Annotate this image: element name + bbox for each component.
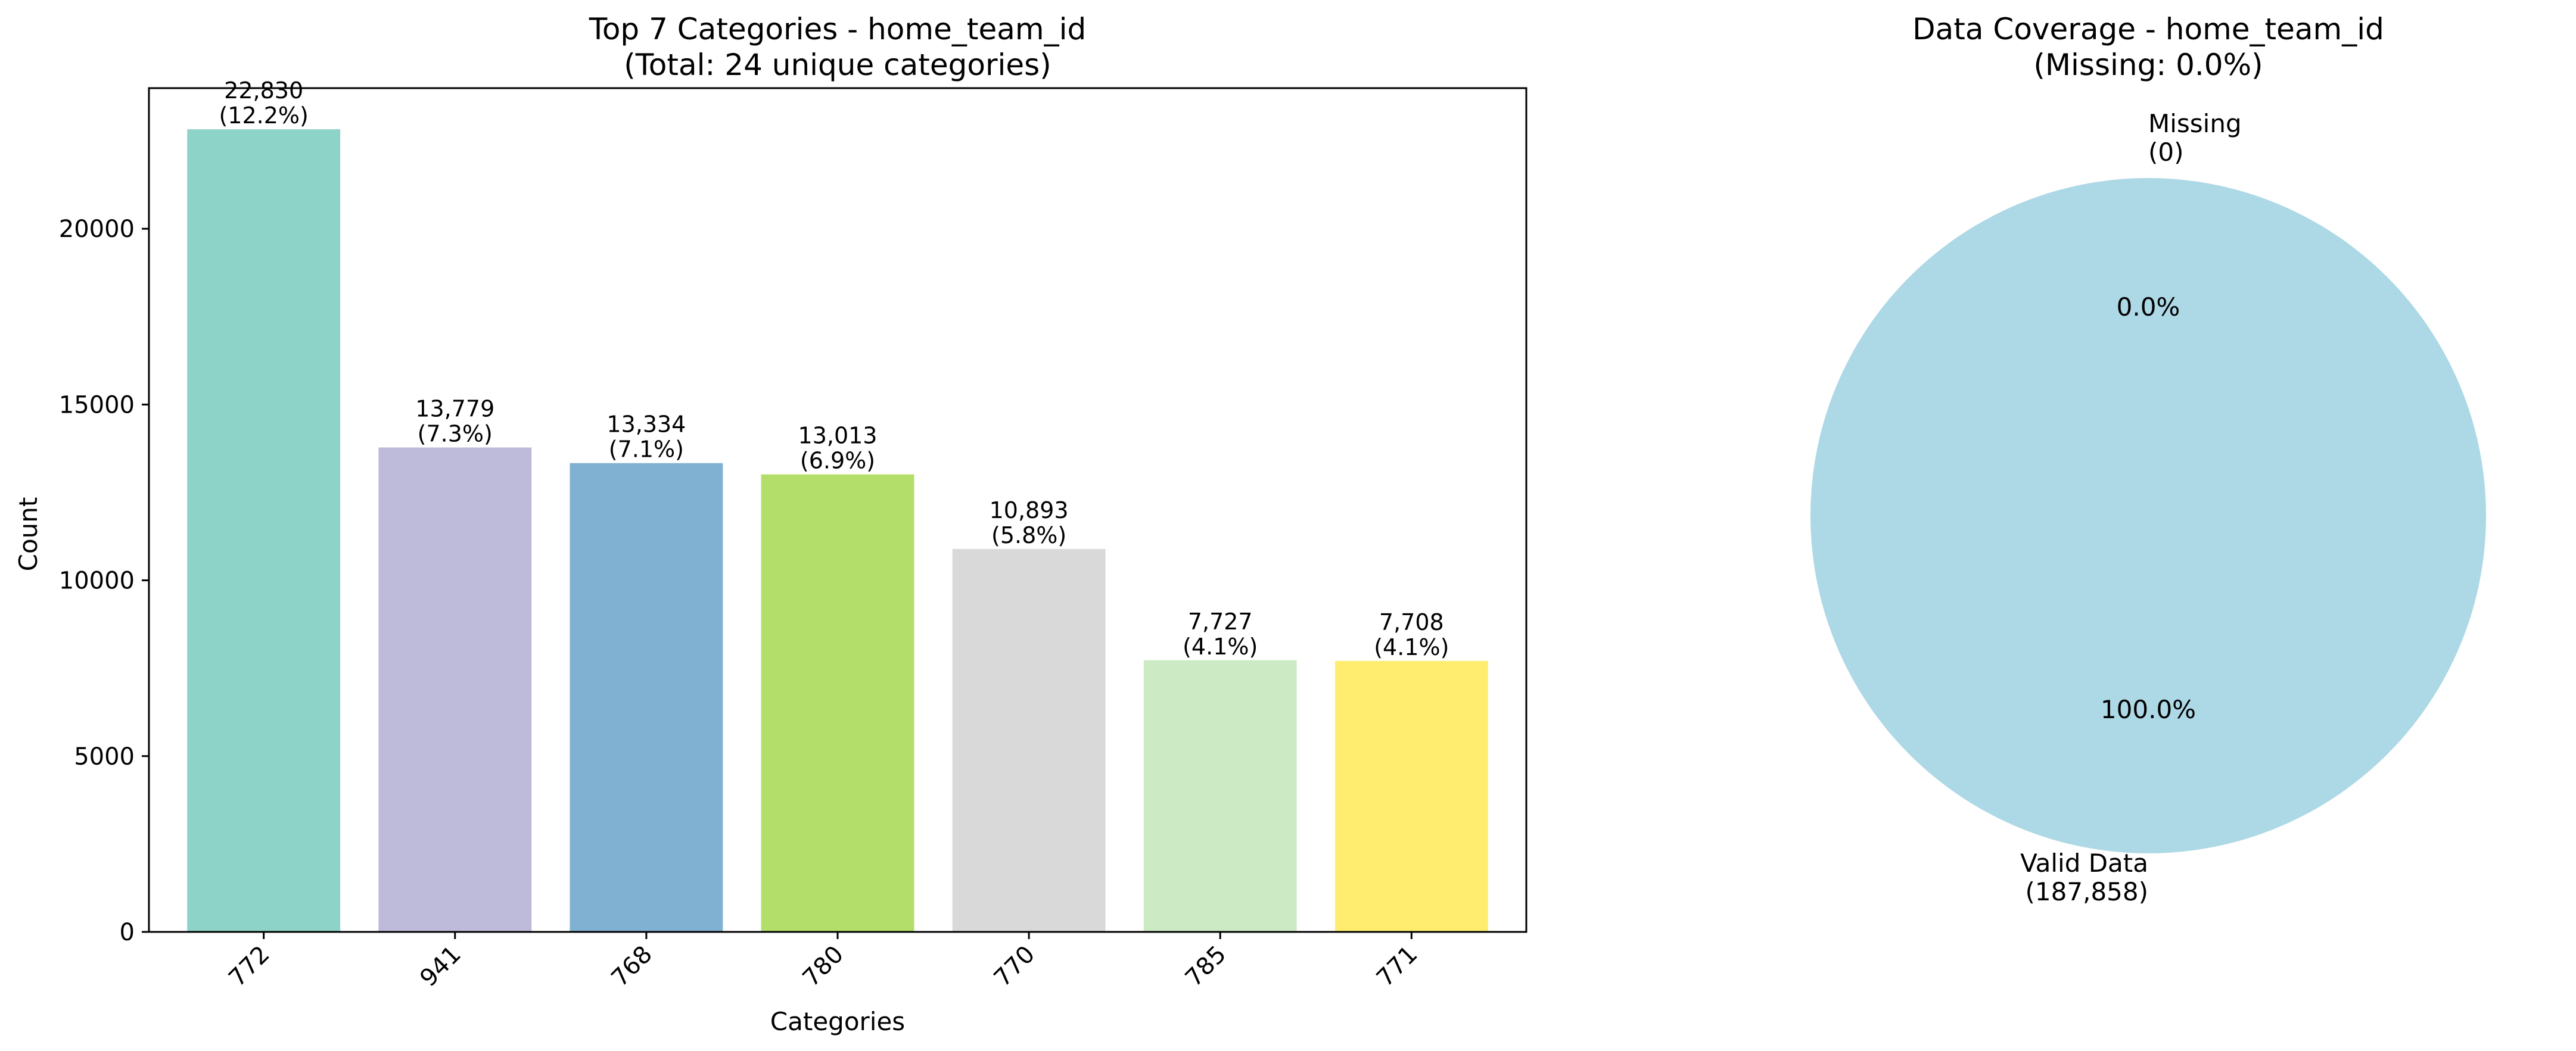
bar-pct-label: (7.1%) (609, 436, 684, 463)
y-axis-ticks: 0 5000 10000 15000 20000 (59, 216, 149, 946)
bar-pct-label: (12.2%) (219, 102, 308, 129)
pie-chart-panel: Data Coverage - home_team_id (Missing: 0… (1810, 12, 2486, 906)
bar-pct-label: (7.3%) (418, 420, 493, 447)
bar-data-labels: 22,830(12.2%) 13,779(7.3%) 13,334(7.1%) 13,… (219, 77, 1449, 660)
bar-771 (1334, 660, 1488, 932)
x-tick-label: 770 (989, 941, 1041, 993)
missing-slice-label: Missing (2148, 109, 2242, 138)
y-tick-label: 0 (120, 919, 135, 946)
missing-pct-label: 0.0% (2117, 292, 2180, 322)
y-tick-label: 10000 (59, 567, 135, 595)
pie-slices (1810, 178, 2486, 853)
bar-768 (570, 463, 723, 932)
bar-value-label: 22,830 (224, 77, 303, 104)
x-axis-label: Categories (770, 1007, 905, 1036)
y-tick-label: 15000 (59, 391, 135, 419)
pie-chart-title: Data Coverage - home_team_id (1912, 12, 2384, 46)
bar-series (187, 129, 1488, 933)
valid-count-label: (187,858) (2026, 877, 2148, 906)
y-tick-label: 20000 (59, 216, 135, 243)
bar-value-label: 13,334 (606, 411, 686, 438)
x-tick-label: 771 (1371, 941, 1423, 993)
bar-value-label: 7,727 (1188, 609, 1253, 635)
bar-pct-label: (5.8%) (991, 522, 1066, 548)
bar-pct-label: (6.9%) (800, 448, 875, 474)
x-tick-label: 772 (223, 941, 275, 993)
y-axis-label: Count (14, 497, 43, 572)
bar-value-label: 7,708 (1379, 609, 1444, 635)
x-tick-label: 785 (1180, 941, 1232, 993)
bar-pct-label: (4.1%) (1374, 634, 1449, 660)
bar-780 (761, 474, 914, 932)
pie-chart-subtitle: (Missing: 0.0%) (2033, 48, 2263, 82)
bar-941 (378, 447, 532, 932)
bar-value-label: 13,013 (798, 423, 878, 449)
valid-slice-label: Valid Data (2020, 849, 2148, 878)
bar-value-label: 13,779 (415, 395, 494, 422)
x-tick-label: 768 (606, 941, 658, 993)
valid-pct-label: 100.0% (2101, 695, 2196, 724)
bar-770 (952, 548, 1106, 932)
bar-785 (1143, 660, 1297, 932)
bar-value-label: 10,893 (990, 497, 1069, 523)
bar-772 (187, 129, 341, 933)
y-tick-label: 5000 (74, 743, 135, 771)
x-tick-label: 780 (798, 941, 850, 993)
x-axis-ticks: 772 941 768 780 770 785 771 (223, 932, 1423, 992)
pie-slice-valid-data (1810, 178, 2486, 853)
bar-chart-panel: Top 7 Categories - home_team_id (Total: … (14, 12, 1527, 1036)
bar-chart-subtitle: (Total: 24 unique categories) (624, 48, 1051, 82)
missing-count-label: (0) (2148, 138, 2184, 167)
bar-pct-label: (4.1%) (1183, 634, 1258, 660)
x-tick-label: 941 (415, 941, 466, 993)
bar-chart-title: Top 7 Categories - home_team_id (589, 12, 1086, 46)
